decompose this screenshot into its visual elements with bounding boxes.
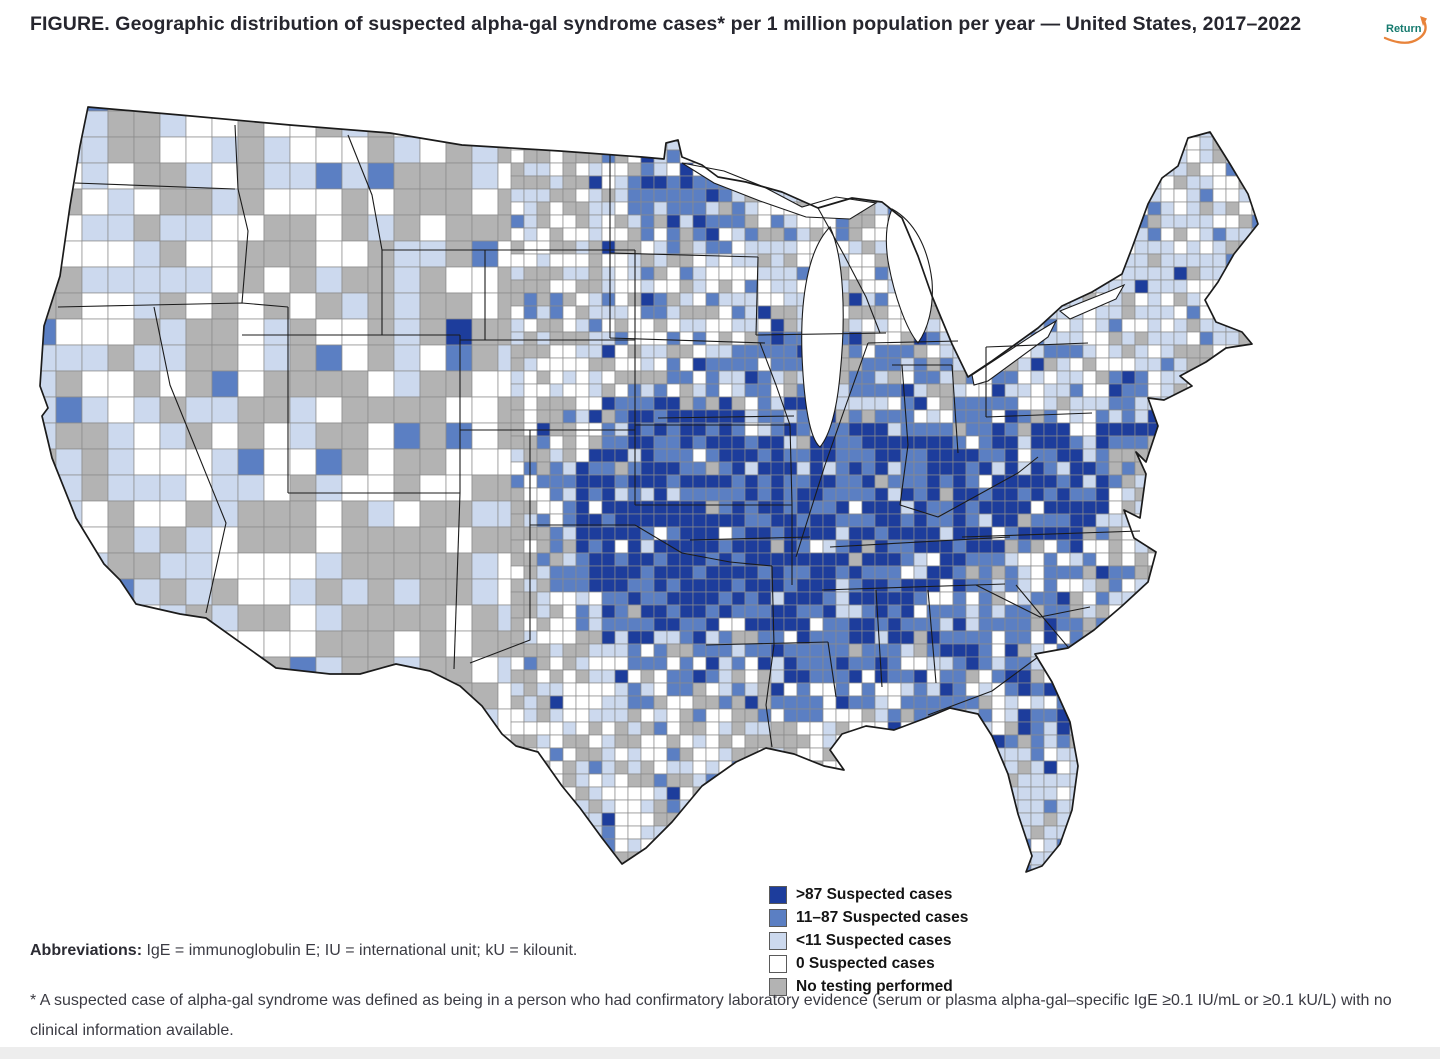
legend-label: No testing performed (796, 977, 953, 995)
bottom-divider (0, 1047, 1440, 1059)
great-lake (885, 208, 933, 344)
legend-swatch (769, 931, 787, 950)
legend-label: 0 Suspected cases (796, 954, 935, 972)
great-lake (971, 319, 1058, 386)
great-lake (1058, 283, 1126, 320)
us-choropleth-map (39, 106, 1259, 873)
state-borders-layer (57, 124, 1141, 748)
great-lake (801, 226, 844, 448)
legend-item: 0 Suspected cases (769, 954, 968, 973)
legend-item: 11–87 Suspected cases (769, 908, 969, 927)
figure-footnote: * A suspected case of alpha-gal syndrome… (30, 992, 1392, 1040)
abbreviations-label: Abbreviations: (30, 942, 143, 959)
us-outline (39, 106, 1259, 873)
counties-layer (40, 107, 1258, 872)
legend-swatch (769, 908, 787, 927)
return-link[interactable]: Return (1378, 12, 1434, 52)
map-area: >87 Suspected cases 11–87 Suspected cases… (30, 85, 1260, 1002)
figure-title: FIGURE. Geographic distribution of suspe… (30, 13, 1302, 35)
abbreviations-note: Abbreviations: IgE = immunoglobulin E; I… (30, 942, 577, 960)
return-arrow-icon (1383, 16, 1427, 44)
legend-swatch (769, 977, 787, 996)
legend-label: 11–87 Suspected cases (796, 908, 969, 926)
legend-swatch (769, 885, 787, 904)
legend-swatch (769, 954, 787, 973)
abbreviations-text: IgE = immunoglobulin E; IU = internation… (142, 942, 578, 959)
legend-label: >87 Suspected cases (796, 885, 953, 903)
map-legend: >87 Suspected cases 11–87 Suspected cases… (765, 885, 973, 1002)
legend-item: <11 Suspected cases (769, 931, 968, 950)
legend-label: <11 Suspected cases (796, 931, 952, 949)
return-label: Return (1386, 23, 1422, 35)
legend-item: >87 Suspected cases (769, 885, 968, 904)
legend-item: No testing performed (769, 977, 968, 996)
